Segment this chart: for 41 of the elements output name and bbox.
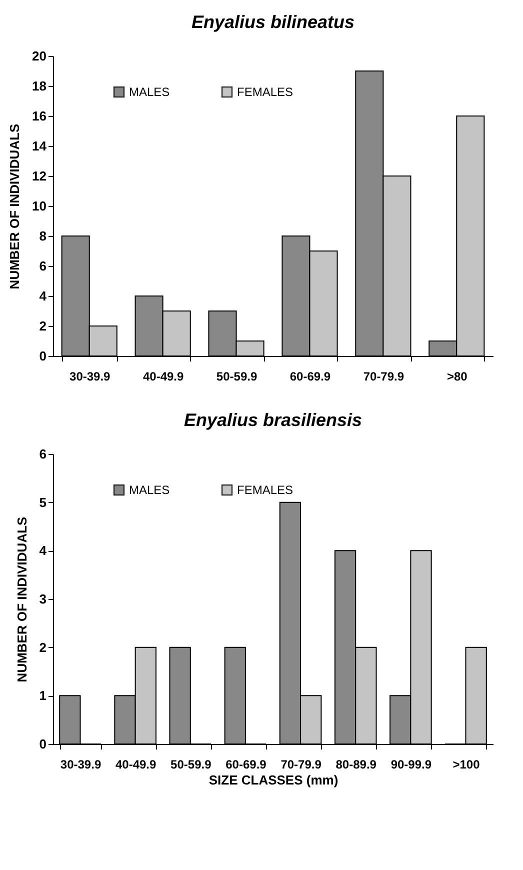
x-axis-title: SIZE CLASSES (mm)	[208, 772, 338, 788]
x-tick-label: 40-49.9	[142, 370, 184, 384]
x-tick-label: 30-39.9	[70, 370, 111, 384]
y-tick-label: 4	[39, 288, 48, 304]
x-tick-label: >80	[446, 370, 468, 384]
y-tick-label: 1	[39, 688, 46, 704]
y-axis-title: NUMBER OF INDIVIDUALS	[7, 123, 22, 290]
y-tick-label: 5	[39, 494, 46, 510]
legend-label: MALES	[129, 85, 170, 99]
y-tick-label: 3	[39, 592, 46, 606]
x-tick-label: 60-69.9	[226, 758, 267, 772]
x-tick-label: >100	[452, 758, 480, 772]
x-tick-label: 40-49.9	[115, 758, 156, 772]
x-tick-label: 50-59.9	[170, 758, 212, 772]
y-tick-label: 14	[32, 138, 48, 154]
y-tick-label: 16	[32, 108, 46, 124]
y-tick-label: 20	[32, 48, 46, 64]
legend-label: FEMALES	[237, 85, 294, 99]
legend-label: FEMALES	[237, 483, 294, 497]
y-tick-label: 10	[32, 198, 46, 214]
x-tick-label: 90-99.9	[390, 758, 432, 772]
y-tick-label: 4	[39, 543, 48, 558]
x-tick-label: 30-39.9	[60, 758, 102, 772]
y-tick-label: 0	[39, 736, 46, 752]
x-tick-label: 80-89.9	[336, 758, 377, 772]
legend-label: MALES	[129, 483, 170, 497]
x-tick-label: 70-79.9	[363, 370, 404, 384]
y-tick-label: 8	[39, 228, 46, 244]
y-tick-label: 6	[39, 258, 46, 274]
x-tick-label: 70-79.9	[280, 758, 322, 772]
y-axis-title: NUMBER OF INDIVIDUALS	[14, 516, 30, 682]
y-tick-label: 6	[39, 446, 46, 462]
x-tick-label: 60-69.9	[290, 370, 331, 384]
x-tick-label: 50-59.9	[216, 370, 258, 384]
y-tick-label: 18	[32, 78, 46, 94]
y-tick-label: 2	[39, 318, 46, 334]
chart-title: Enyalius brasiliensis	[184, 410, 362, 430]
y-tick-label: 12	[32, 168, 46, 184]
y-tick-label: 2	[39, 640, 46, 655]
y-tick-label: 0	[39, 348, 46, 364]
chart-title: Enyalius bilineatus	[191, 12, 355, 32]
